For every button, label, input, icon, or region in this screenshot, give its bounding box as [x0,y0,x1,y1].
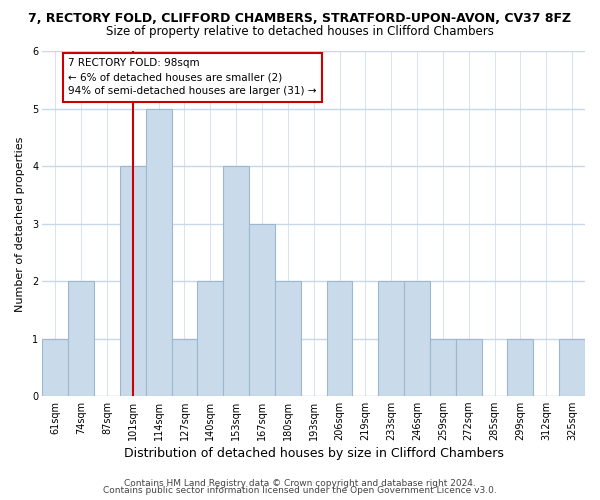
Bar [43,339,68,396]
Bar [456,339,482,396]
Bar [120,166,146,396]
Bar [197,282,223,397]
Text: Contains public sector information licensed under the Open Government Licence v3: Contains public sector information licen… [103,486,497,495]
Bar [223,166,249,396]
Bar [326,282,352,397]
Bar [430,339,456,396]
Bar [404,282,430,397]
Bar [275,282,301,397]
X-axis label: Distribution of detached houses by size in Clifford Chambers: Distribution of detached houses by size … [124,447,503,460]
Bar [146,109,172,397]
Y-axis label: Number of detached properties: Number of detached properties [15,136,25,312]
Bar [172,339,197,396]
Bar [68,282,94,397]
Text: 7, RECTORY FOLD, CLIFFORD CHAMBERS, STRATFORD-UPON-AVON, CV37 8FZ: 7, RECTORY FOLD, CLIFFORD CHAMBERS, STRA… [28,12,572,26]
Text: Size of property relative to detached houses in Clifford Chambers: Size of property relative to detached ho… [106,25,494,38]
Bar [378,282,404,397]
Text: Contains HM Land Registry data © Crown copyright and database right 2024.: Contains HM Land Registry data © Crown c… [124,478,476,488]
Bar [508,339,533,396]
Text: 7 RECTORY FOLD: 98sqm
← 6% of detached houses are smaller (2)
94% of semi-detach: 7 RECTORY FOLD: 98sqm ← 6% of detached h… [68,58,317,96]
Bar [249,224,275,396]
Bar [559,339,585,396]
